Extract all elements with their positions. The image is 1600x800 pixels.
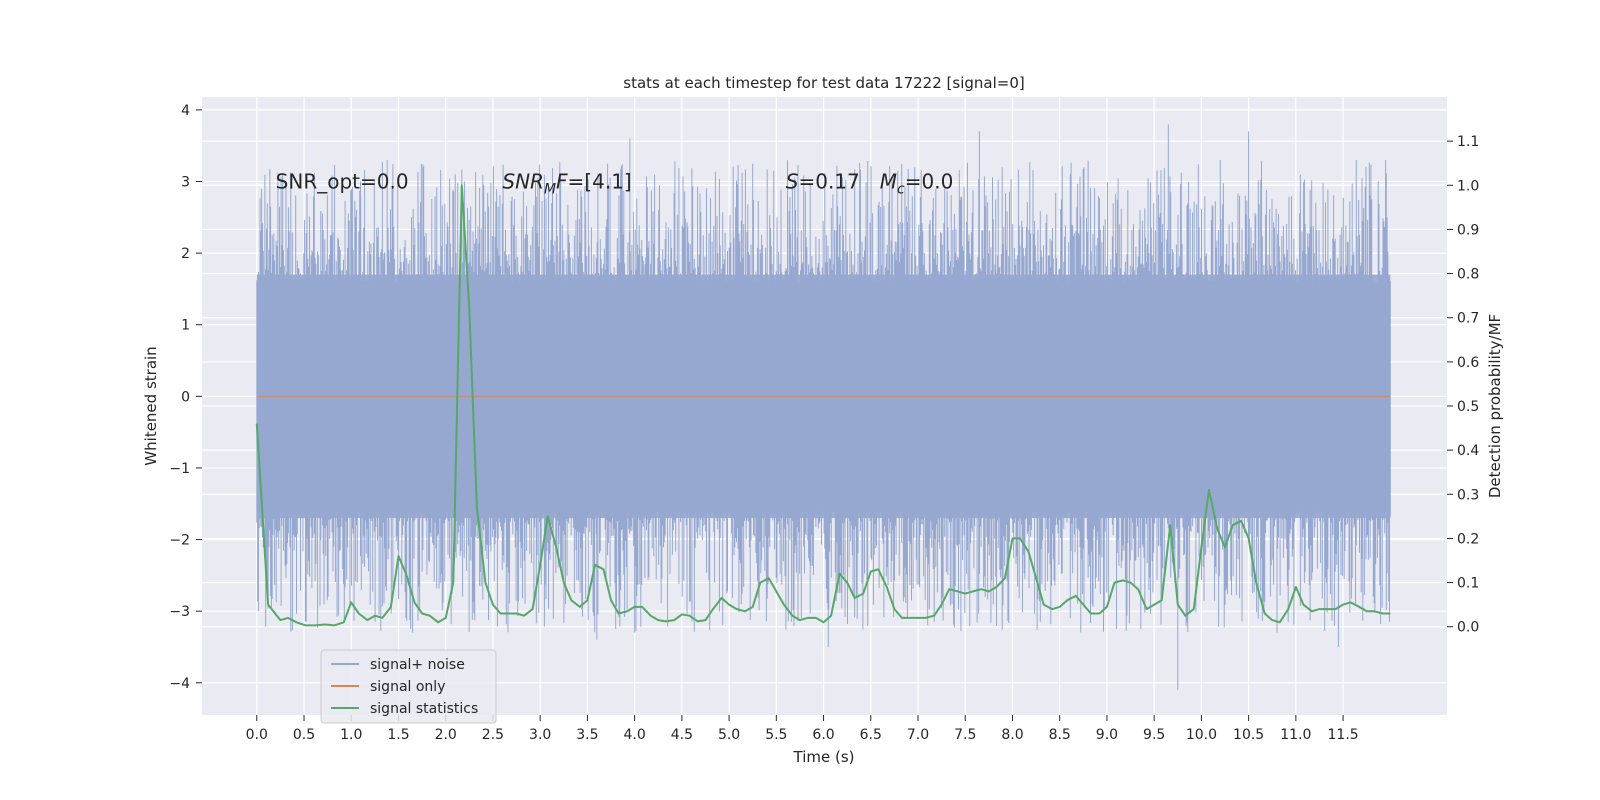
legend-label-noise: signal+ noise bbox=[370, 657, 465, 673]
legend: signal+ noise signal only signal statist… bbox=[320, 649, 497, 724]
annotation-snr-opt: SNR_opt=0.0 bbox=[276, 170, 409, 194]
y2-tick-label: 0.2 bbox=[1457, 531, 1479, 547]
y2-tick-label: 1.0 bbox=[1457, 178, 1479, 194]
x-tick-label: 5.5 bbox=[765, 727, 787, 743]
y2-tick-label: 0.7 bbox=[1457, 311, 1479, 327]
y2-tick-label: 0.9 bbox=[1457, 222, 1479, 238]
y-axis-label: Whitened strain bbox=[142, 346, 160, 465]
y-tick-label: 1 bbox=[181, 318, 190, 334]
x-tick-label: 4.0 bbox=[623, 727, 645, 743]
y-axis-right: 0.0 0.1 0.2 0.3 0.4 0.5 0.6 0.7 0.8 0.9 1.0 1.1 bbox=[1447, 134, 1479, 636]
x-tick-label: 3.5 bbox=[576, 727, 598, 743]
y2-tick-label: 0.1 bbox=[1457, 576, 1479, 592]
y-tick-label: 4 bbox=[181, 103, 190, 119]
x-tick-label: 6.0 bbox=[812, 727, 834, 743]
x-tick-label: 7.5 bbox=[954, 727, 976, 743]
y2-tick-label: 0.8 bbox=[1457, 267, 1479, 283]
x-tick-label: 5.0 bbox=[718, 727, 740, 743]
x-axis-label: Time (s) bbox=[793, 748, 855, 766]
signal-statistics-series bbox=[255, 184, 1391, 627]
y2-tick-label: 0.5 bbox=[1457, 399, 1479, 415]
y2-tick-label: 0.3 bbox=[1457, 487, 1479, 503]
y-tick-label: 0 bbox=[181, 389, 190, 405]
legend-box bbox=[320, 649, 497, 724]
x-tick-label: 6.5 bbox=[860, 727, 882, 743]
legend-label-stats: signal statistics bbox=[370, 701, 478, 717]
x-tick-label: 7.0 bbox=[907, 727, 929, 743]
x-tick-label: 0.0 bbox=[246, 727, 268, 743]
x-tick-label: 9.5 bbox=[1143, 727, 1165, 743]
y-tick-label: −1 bbox=[169, 461, 190, 477]
x-tick-label: 10.5 bbox=[1233, 727, 1264, 743]
x-tick-label: 0.5 bbox=[293, 727, 315, 743]
annotation-s-mc: S=0.17 Mc=0.0 bbox=[786, 170, 954, 198]
y-axis-right-label: Detection probability/MF bbox=[1486, 314, 1504, 498]
annotations: SNR_opt=0.0 SNRMF=[4.1] S=0.17 Mc=0.0 bbox=[276, 170, 954, 198]
x-tick-label: 11.5 bbox=[1328, 727, 1359, 743]
y2-tick-label: 1.1 bbox=[1457, 134, 1479, 150]
y2-tick-label: 0.4 bbox=[1457, 443, 1479, 459]
x-tick-label: 10.0 bbox=[1186, 727, 1217, 743]
y2-tick-label: 0.6 bbox=[1457, 355, 1479, 371]
x-tick-label: 4.5 bbox=[671, 727, 693, 743]
x-tick-label: 1.5 bbox=[387, 727, 409, 743]
y-tick-label: −3 bbox=[169, 604, 190, 620]
y-tick-label: 2 bbox=[181, 246, 190, 262]
y-tick-label: −4 bbox=[169, 676, 190, 692]
x-tick-label: 1.0 bbox=[340, 727, 362, 743]
x-tick-label: 2.0 bbox=[435, 727, 457, 743]
plot-content bbox=[255, 124, 1391, 690]
x-tick-label: 8.0 bbox=[1001, 727, 1023, 743]
y-axis-left: −4 −3 −2 −1 0 1 2 3 4 bbox=[169, 103, 202, 692]
x-tick-label: 2.5 bbox=[482, 727, 504, 743]
x-tick-label: 8.5 bbox=[1049, 727, 1071, 743]
x-axis: 0.0 0.5 1.0 1.5 2.0 2.5 3.0 3.5 4.0 4.5 5.0 5.5 6.0 6… bbox=[246, 715, 1359, 743]
x-tick-label: 11.0 bbox=[1280, 727, 1311, 743]
x-tick-label: 9.0 bbox=[1096, 727, 1118, 743]
noise-series bbox=[256, 124, 1391, 690]
y-tick-label: −2 bbox=[169, 533, 190, 549]
y2-tick-label: 0.0 bbox=[1457, 620, 1479, 636]
annotation-snr-mf: SNRMF=[4.1] bbox=[502, 170, 631, 198]
y-tick-label: 3 bbox=[181, 175, 190, 191]
x-tick-label: 3.0 bbox=[529, 727, 551, 743]
legend-label-signal: signal only bbox=[370, 679, 445, 695]
chart-title: stats at each timestep for test data 172… bbox=[623, 74, 1024, 92]
